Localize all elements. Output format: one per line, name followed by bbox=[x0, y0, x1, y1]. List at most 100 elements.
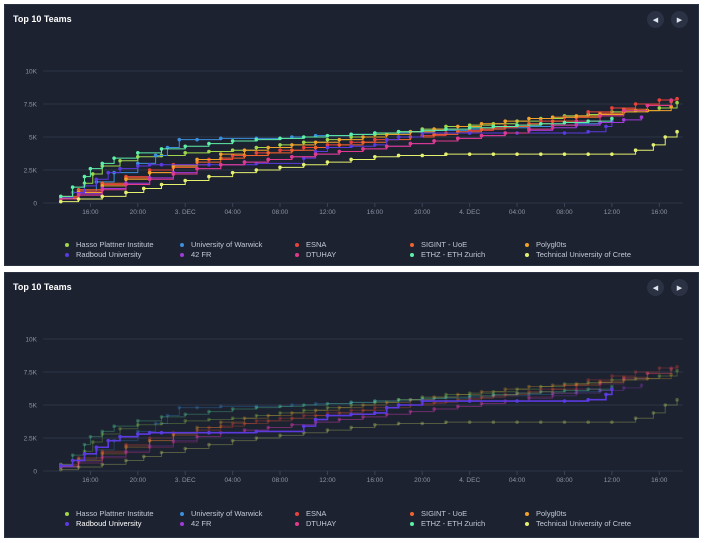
data-point bbox=[230, 421, 235, 426]
data-point bbox=[207, 430, 211, 435]
data-point bbox=[325, 160, 330, 164]
data-point bbox=[384, 400, 389, 405]
data-point bbox=[491, 393, 496, 398]
data-point bbox=[610, 116, 614, 121]
x-tick-label: 20:00 bbox=[414, 209, 431, 216]
data-point bbox=[124, 449, 128, 453]
data-point bbox=[515, 391, 519, 395]
x-tick-label: 08:00 bbox=[272, 477, 289, 484]
data-point bbox=[290, 148, 294, 152]
legend-item[interactable]: ETHZ - ETH Zurich bbox=[410, 250, 485, 259]
data-point bbox=[301, 140, 306, 145]
data-point bbox=[337, 137, 342, 142]
data-point bbox=[100, 188, 105, 192]
data-point bbox=[574, 114, 579, 118]
legend-dot-icon bbox=[525, 521, 529, 526]
data-point bbox=[254, 405, 259, 410]
legend-item[interactable]: University of Warwick bbox=[180, 509, 262, 518]
data-point bbox=[384, 405, 389, 410]
legend-item[interactable]: DTUHAY bbox=[295, 519, 336, 528]
data-point bbox=[444, 395, 448, 399]
data-point bbox=[621, 108, 626, 113]
data-point bbox=[586, 420, 590, 424]
data-point bbox=[141, 186, 146, 191]
next-button[interactable]: ▶ bbox=[671, 11, 688, 28]
x-tick-label: 04:00 bbox=[224, 477, 241, 484]
legend-item[interactable]: Technical University of Crete bbox=[525, 250, 631, 259]
data-point bbox=[538, 152, 543, 156]
data-point bbox=[147, 436, 152, 440]
legend-label: SIGINT - UoE bbox=[421, 509, 468, 518]
data-point bbox=[82, 452, 87, 456]
data-point bbox=[349, 400, 353, 405]
legend-item[interactable]: Radboud University bbox=[65, 519, 141, 528]
data-point bbox=[586, 129, 590, 134]
legend-item[interactable]: DTUHAY bbox=[295, 250, 336, 259]
x-tick-label: 16:00 bbox=[82, 209, 99, 216]
data-point bbox=[90, 172, 95, 176]
data-point bbox=[183, 419, 188, 423]
legend-item[interactable]: Hasso Plattner Institute bbox=[65, 509, 154, 518]
prev-button[interactable]: ◀ bbox=[647, 11, 664, 28]
data-point bbox=[159, 162, 164, 167]
data-point bbox=[349, 425, 353, 430]
data-point bbox=[195, 425, 199, 430]
data-point bbox=[171, 440, 176, 444]
data-point bbox=[639, 115, 644, 119]
legend-item[interactable]: SIGINT - UoE bbox=[410, 509, 467, 518]
data-point bbox=[361, 135, 365, 139]
legend-item[interactable]: 42 FR bbox=[180, 519, 211, 528]
legend-item[interactable]: Polygl0ts bbox=[525, 509, 566, 518]
data-point bbox=[538, 420, 543, 424]
legend-label: DTUHAY bbox=[306, 250, 337, 259]
next-button[interactable]: ▶ bbox=[671, 279, 688, 296]
x-tick-label: 20:00 bbox=[414, 477, 431, 484]
x-tick-label: 4. DEC bbox=[459, 477, 480, 484]
data-point bbox=[136, 151, 140, 155]
data-point bbox=[633, 416, 638, 420]
data-point bbox=[242, 148, 247, 152]
data-point bbox=[479, 390, 484, 394]
data-point bbox=[195, 166, 199, 171]
data-point bbox=[444, 152, 448, 156]
data-point bbox=[301, 145, 306, 150]
data-point bbox=[675, 129, 679, 134]
legend-item[interactable]: ESNA bbox=[295, 240, 326, 249]
panel-title: Top 10 Teams bbox=[13, 282, 72, 292]
chevron-right-icon: ▶ bbox=[676, 284, 683, 292]
data-point bbox=[313, 417, 318, 422]
legend-item[interactable]: ESNA bbox=[295, 509, 326, 518]
data-point bbox=[550, 115, 555, 119]
data-point bbox=[467, 125, 472, 130]
prev-button[interactable]: ◀ bbox=[647, 279, 664, 296]
data-point bbox=[586, 152, 590, 156]
data-point bbox=[456, 124, 460, 129]
legend-item[interactable]: 42 FR bbox=[180, 250, 211, 259]
data-point bbox=[100, 452, 105, 456]
chevron-left-icon: ◀ bbox=[652, 16, 659, 24]
legend-item[interactable]: Hasso Plattner Institute bbox=[65, 240, 154, 249]
data-point bbox=[147, 168, 152, 172]
data-point bbox=[491, 124, 496, 129]
legend-item[interactable]: Radboud University bbox=[65, 250, 141, 259]
legend-item[interactable]: Technical University of Crete bbox=[525, 519, 631, 528]
legend-dot-icon bbox=[410, 521, 414, 526]
data-point bbox=[621, 376, 626, 381]
data-point bbox=[136, 429, 140, 434]
data-point bbox=[467, 391, 472, 395]
data-point bbox=[90, 440, 95, 444]
data-point bbox=[254, 145, 259, 150]
data-point bbox=[58, 463, 63, 468]
data-point bbox=[76, 188, 81, 192]
series-line bbox=[60, 370, 678, 467]
legend-item[interactable]: ETHZ - ETH Zurich bbox=[410, 519, 485, 528]
legend-label: University of Warwick bbox=[191, 240, 263, 249]
data-point bbox=[538, 122, 543, 126]
legend-label: ETHZ - ETH Zurich bbox=[421, 250, 486, 259]
legend-item[interactable]: Polygl0ts bbox=[525, 240, 566, 249]
legend-item[interactable]: SIGINT - UoE bbox=[410, 240, 467, 249]
legend-item[interactable]: University of Warwick bbox=[180, 240, 262, 249]
data-point bbox=[373, 423, 377, 427]
x-tick-label: 3. DEC bbox=[175, 209, 196, 216]
data-point bbox=[124, 444, 128, 448]
